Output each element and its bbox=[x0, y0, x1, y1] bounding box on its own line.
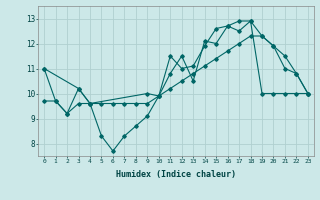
X-axis label: Humidex (Indice chaleur): Humidex (Indice chaleur) bbox=[116, 170, 236, 179]
